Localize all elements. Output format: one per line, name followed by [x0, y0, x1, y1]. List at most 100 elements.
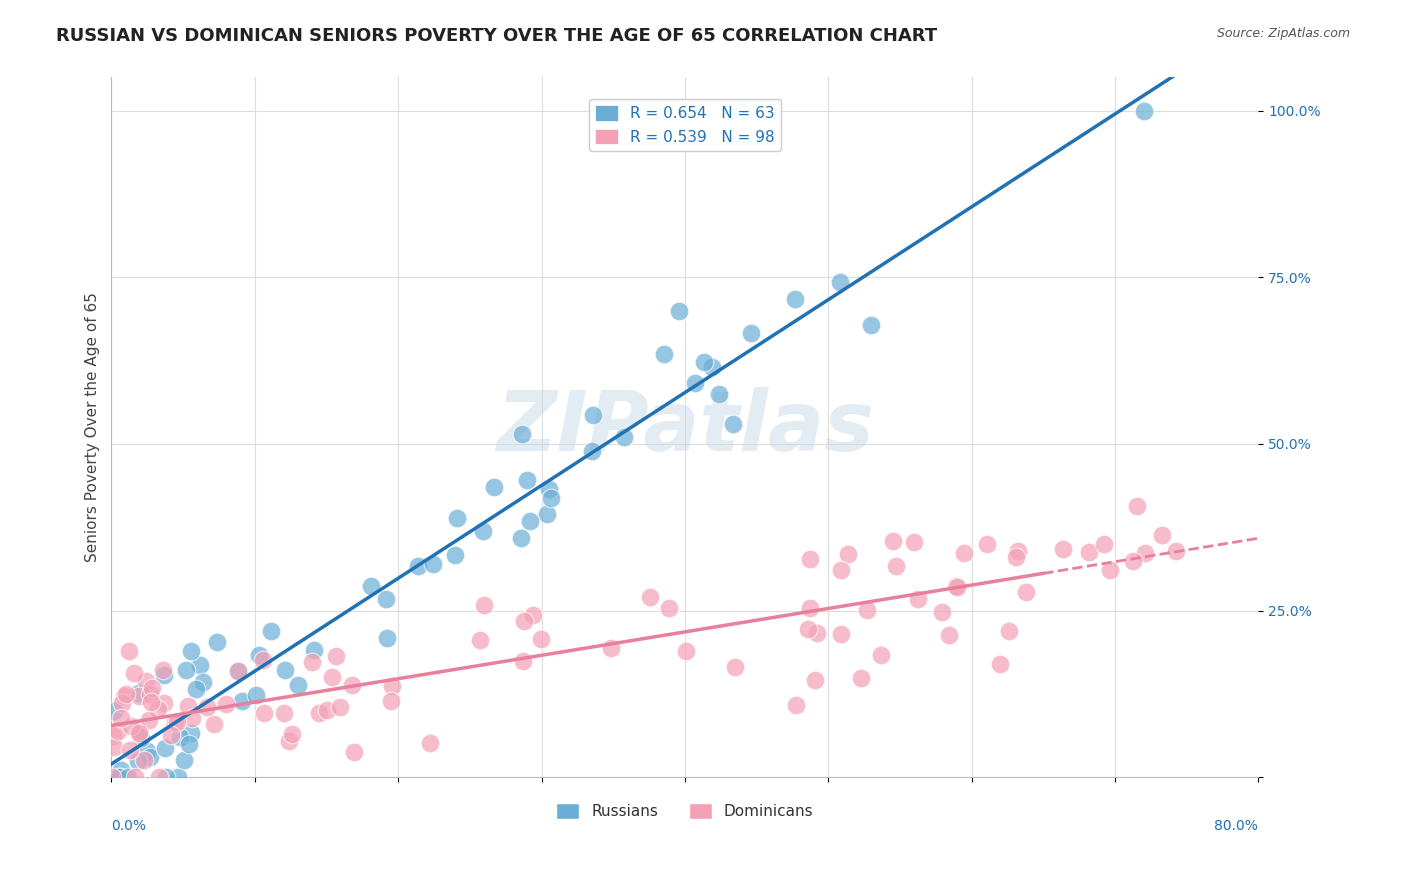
Point — [103, 729, 125, 743]
Point — [191, 674, 214, 689]
Point — [205, 635, 228, 649]
Point — [107, 723, 129, 738]
Point — [381, 679, 404, 693]
Point — [512, 654, 534, 668]
Point — [882, 534, 904, 549]
Point — [138, 713, 160, 727]
Point — [252, 653, 274, 667]
Point — [343, 745, 366, 759]
Point — [907, 592, 929, 607]
Point — [375, 592, 398, 607]
Point — [180, 726, 202, 740]
Point — [510, 532, 533, 546]
Point — [998, 624, 1021, 639]
Point — [600, 640, 623, 655]
Point — [202, 717, 225, 731]
Point — [470, 632, 492, 647]
Point — [471, 524, 494, 539]
Point — [953, 546, 976, 560]
Point — [419, 736, 441, 750]
Point — [408, 559, 430, 574]
Point — [613, 430, 636, 444]
Point — [1125, 499, 1147, 513]
Point — [135, 673, 157, 688]
Point — [274, 663, 297, 677]
Point — [103, 704, 125, 718]
Point — [1007, 544, 1029, 558]
Point — [1098, 563, 1121, 577]
Point — [111, 696, 134, 710]
Point — [245, 688, 267, 702]
Point — [522, 607, 544, 622]
Point — [1132, 103, 1154, 118]
Point — [329, 700, 352, 714]
Point — [124, 770, 146, 784]
Text: Source: ZipAtlas.com: Source: ZipAtlas.com — [1216, 27, 1350, 40]
Point — [304, 643, 326, 657]
Point — [652, 347, 675, 361]
Point — [799, 552, 821, 566]
Point — [785, 292, 807, 306]
Point — [375, 632, 398, 646]
Point — [136, 744, 159, 758]
Point — [153, 740, 176, 755]
Point — [101, 770, 124, 784]
Text: 80.0%: 80.0% — [1215, 819, 1258, 833]
Point — [1133, 546, 1156, 560]
Point — [228, 664, 250, 678]
Point — [446, 511, 468, 525]
Point — [976, 537, 998, 551]
Point — [110, 763, 132, 777]
Point — [103, 740, 125, 755]
Point — [139, 687, 162, 701]
Point — [806, 625, 828, 640]
Point — [903, 535, 925, 549]
Point — [837, 547, 859, 561]
Point — [188, 658, 211, 673]
Point — [519, 514, 541, 528]
Point — [117, 770, 139, 784]
Point — [259, 624, 281, 639]
Point — [146, 702, 169, 716]
Point — [181, 710, 204, 724]
Point — [1164, 544, 1187, 558]
Point — [122, 666, 145, 681]
Point — [117, 644, 139, 658]
Point — [155, 770, 177, 784]
Point — [740, 326, 762, 340]
Point — [160, 728, 183, 742]
Point — [530, 632, 553, 646]
Point — [668, 303, 690, 318]
Point — [1052, 542, 1074, 557]
Point — [128, 724, 150, 739]
Point — [128, 689, 150, 703]
Point — [163, 715, 186, 730]
Point — [513, 614, 536, 628]
Point — [273, 706, 295, 721]
Y-axis label: Seniors Poverty Over the Age of 65: Seniors Poverty Over the Age of 65 — [86, 293, 100, 562]
Point — [177, 698, 200, 713]
Point — [1092, 536, 1115, 550]
Point — [112, 690, 135, 704]
Point — [860, 318, 883, 333]
Point — [540, 491, 562, 505]
Point — [128, 726, 150, 740]
Point — [118, 743, 141, 757]
Point — [253, 706, 276, 721]
Point — [1005, 549, 1028, 564]
Point — [582, 408, 605, 422]
Point — [990, 657, 1012, 672]
Point — [108, 770, 131, 784]
Point — [231, 694, 253, 708]
Point — [247, 648, 270, 662]
Point — [724, 659, 747, 673]
Point — [938, 627, 960, 641]
Point — [884, 558, 907, 573]
Point — [1150, 528, 1173, 542]
Point — [516, 474, 538, 488]
Point — [110, 711, 132, 725]
Point — [134, 753, 156, 767]
Point — [536, 507, 558, 521]
Point — [120, 719, 142, 733]
Point — [301, 655, 323, 669]
